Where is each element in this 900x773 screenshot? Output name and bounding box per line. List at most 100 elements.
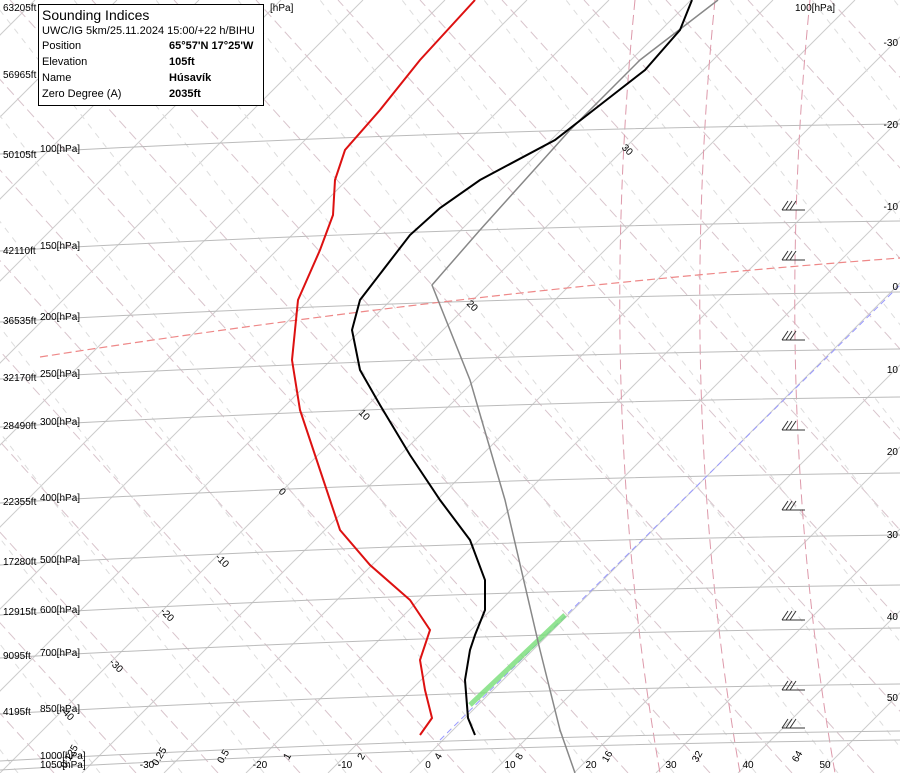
- right-temp-label: 50: [887, 693, 899, 704]
- bottom-temp-label: -20: [253, 760, 268, 771]
- dry-adiabat: [0, 622, 137, 773]
- dry-adiabat: [829, 0, 900, 79]
- mixing-ratio-label: 16: [600, 749, 615, 765]
- info-row: Name Húsavík: [42, 70, 260, 86]
- info-key: Zero Degree (A): [42, 88, 122, 100]
- bottom-temp-label: 20: [585, 760, 597, 771]
- right-temp-label: 20: [887, 447, 899, 458]
- isobar: [0, 220, 900, 252]
- isotherm: [491, 364, 900, 773]
- dewpoint-curve: [290, 0, 476, 736]
- altitude-label: 56965ft: [3, 70, 37, 81]
- isotherm: [163, 36, 900, 773]
- green-band: [468, 613, 567, 707]
- isobar: [0, 584, 900, 616]
- right-temp-label: 10: [887, 365, 899, 376]
- top-pressure-label: 100[hPa]: [795, 3, 835, 14]
- bottom-temp-label: 0: [425, 760, 431, 771]
- dry-adiabat: [0, 531, 219, 773]
- right-temp-label: 30: [887, 530, 899, 541]
- adiabat-label: -10: [213, 552, 231, 570]
- isotherm: [245, 118, 900, 773]
- moist-adiabat: [237, 0, 839, 773]
- info-key: Position: [42, 40, 82, 52]
- isotherm: [0, 0, 692, 692]
- isotherm: [0, 0, 610, 610]
- altitude-label: 63205ft: [3, 3, 37, 14]
- moist-adiabat: [483, 0, 900, 537]
- altitude-label: 32170ft: [3, 373, 37, 384]
- right-temp-label: 40: [887, 612, 899, 623]
- isobar: [0, 627, 900, 659]
- pressure-label: 600[hPa]: [40, 605, 80, 616]
- dry-adiabat: [0, 169, 547, 773]
- dry-adiabat: [9, 0, 711, 773]
- isobar: [0, 472, 900, 504]
- wind-barb: [781, 610, 805, 621]
- bottom-temp-label: 10: [504, 760, 516, 771]
- info-row: Elevation 105ft: [42, 54, 260, 70]
- dry-adiabat: [0, 78, 629, 773]
- isotherm: [655, 528, 900, 773]
- bottom-temp-label: 40: [742, 760, 754, 771]
- isotherm: [0, 0, 282, 282]
- dry-adiabat: [0, 350, 383, 773]
- altitude-label: 4195ft: [3, 707, 31, 718]
- temperature-curve: [350, 0, 693, 736]
- pressure-label: 700[hPa]: [40, 648, 80, 659]
- bottom-temp-label: 30: [665, 760, 677, 771]
- altitude-label: 9095ft: [3, 651, 31, 662]
- freezing-line: [39, 257, 900, 358]
- dry-adiabat: [91, 0, 793, 773]
- right-temp-label: -30: [884, 38, 899, 49]
- pressure-label: 1000[hPa]: [40, 751, 86, 762]
- info-value: 2035ft: [169, 88, 201, 100]
- isotherm: [0, 0, 200, 200]
- right-temp-label: -20: [884, 120, 899, 131]
- info-key: Elevation: [42, 56, 88, 68]
- info-row: Position 65°57'N 17°25'W: [42, 38, 260, 54]
- pressure-label: 1050[hPa]: [40, 760, 86, 771]
- isotherm: [819, 692, 900, 773]
- isobar: [0, 123, 900, 155]
- info-box: Sounding Indices UWC/IG 5km/25.11.2024 1…: [38, 4, 264, 106]
- parcel-curve: [431, 0, 719, 773]
- adiabat-label: -30: [107, 657, 125, 675]
- wind-barb: [781, 200, 805, 211]
- mixing-ratio-label: 4: [433, 751, 446, 762]
- isotherm: [0, 0, 774, 773]
- moist-adiabat: [155, 0, 757, 773]
- pressure-label: 250[hPa]: [40, 369, 80, 380]
- mixing-ratio-label: 0.25: [150, 745, 169, 768]
- wind-barb: [781, 680, 805, 691]
- isotherm: [737, 610, 900, 773]
- pressure-label: 500[hPa]: [40, 555, 80, 566]
- moist-adiabat: [647, 0, 900, 326]
- altitude-label: 22355ft: [3, 497, 37, 508]
- moist-adiabat: [319, 0, 900, 749]
- pressure-label: 150[hPa]: [40, 241, 80, 252]
- right-temp-label: -10: [884, 202, 899, 213]
- dry-adiabat: [0, 440, 301, 773]
- pressure-label: 100[hPa]: [40, 144, 80, 155]
- altitude-label: 12915ft: [3, 607, 37, 618]
- altitude-label: 42110ft: [3, 246, 36, 257]
- dry-adiabat: [0, 259, 465, 773]
- altitude-label: 50105ft: [3, 150, 37, 161]
- info-value: 65°57'N 17°25'W: [169, 40, 254, 52]
- isotherm: [0, 0, 364, 364]
- mixing-ratio-label: 1: [282, 751, 295, 762]
- isobar: [0, 348, 900, 380]
- altitude-label: 28490ft: [3, 421, 37, 432]
- dry-adiabat: [665, 0, 900, 260]
- altitude-label: 36535ft: [3, 316, 37, 327]
- info-title: Sounding Indices: [42, 7, 150, 23]
- altitude-label: 17280ft: [3, 557, 37, 568]
- bottom-temp-label: 50: [819, 760, 831, 771]
- isotherm: [327, 200, 900, 773]
- wind-barb: [781, 330, 805, 341]
- isobar: [0, 739, 900, 771]
- moist-adiabat: [565, 0, 900, 432]
- mixing-ratio-label: 32: [690, 749, 705, 765]
